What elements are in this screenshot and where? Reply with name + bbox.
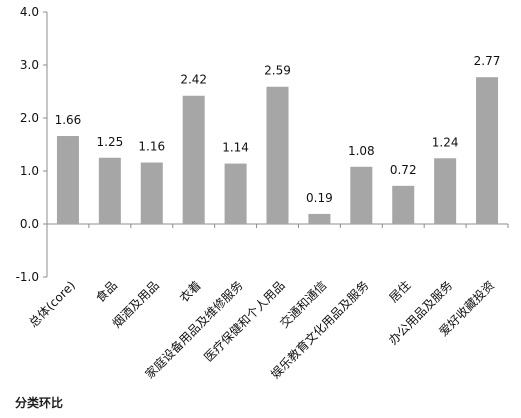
x-tick-label: 食品 — [92, 278, 120, 306]
bar — [140, 162, 163, 224]
y-tick-label: 3.0 — [20, 58, 39, 72]
y-tick-label: 0.0 — [20, 217, 39, 231]
data-label: 0.72 — [390, 163, 417, 177]
bar — [476, 77, 499, 224]
chart-caption: 分类环比 — [15, 396, 64, 410]
data-label: 1.08 — [348, 144, 375, 158]
bar — [266, 86, 289, 224]
data-label: 1.66 — [55, 113, 82, 127]
x-tick-label: 总体(core) — [26, 278, 78, 330]
y-tick-label: 2.0 — [20, 111, 39, 125]
bar — [434, 158, 457, 224]
bar — [56, 136, 79, 224]
bar — [308, 213, 331, 224]
y-tick-label: -1.0 — [16, 270, 39, 284]
bar — [350, 166, 373, 224]
data-label: 2.42 — [180, 73, 207, 87]
x-tick-label: 医疗保健和个人用品 — [201, 278, 287, 364]
bar — [182, 95, 205, 225]
x-tick-label: 居住 — [386, 278, 413, 305]
data-label: 0.19 — [306, 191, 333, 205]
y-tick-label: 1.0 — [20, 164, 39, 178]
bar — [98, 157, 121, 224]
data-label: 2.77 — [474, 54, 501, 68]
data-label: 1.16 — [138, 140, 165, 154]
data-label: 2.59 — [264, 64, 291, 78]
data-label: 1.14 — [222, 141, 249, 155]
x-tick-label: 衣着 — [176, 278, 204, 306]
data-label: 1.24 — [432, 135, 459, 149]
bar — [392, 185, 415, 224]
bar — [224, 163, 247, 224]
y-tick-label: 4.0 — [20, 5, 39, 19]
data-label: 1.25 — [97, 135, 124, 149]
